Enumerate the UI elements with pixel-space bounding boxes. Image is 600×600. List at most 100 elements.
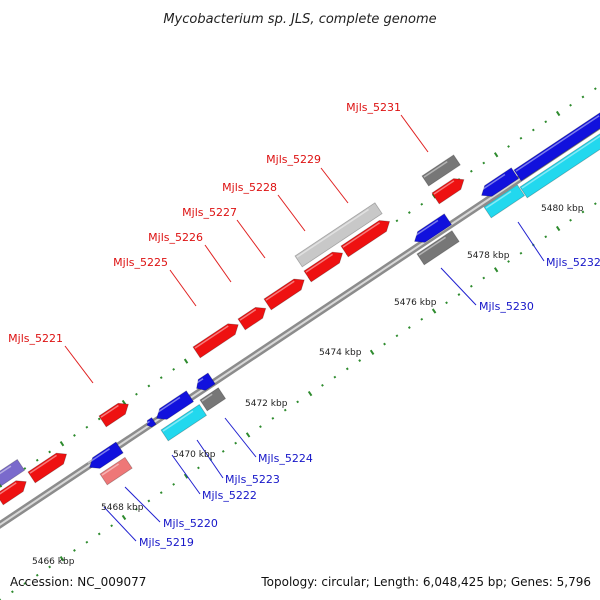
gene-mjls-5222-small[interactable] — [145, 417, 157, 429]
tick-mark — [407, 326, 411, 329]
leader-mjls-5222 — [171, 454, 201, 495]
tick-mark — [197, 466, 200, 470]
gene-mjls-5229-gray-shape[interactable] — [294, 202, 383, 268]
gene-red-left-2-highlight — [29, 454, 57, 474]
gene-label-mjls-5221: Mjls_5221 — [8, 332, 63, 345]
gene-mjls-5220[interactable] — [86, 441, 124, 473]
gene-mjls-5229-gray[interactable] — [294, 202, 383, 268]
gene-mjls-5231-shape[interactable] — [431, 174, 468, 205]
gene-label-mjls-5229: Mjls_5229 — [266, 153, 321, 166]
gene-mjls-5221-shape[interactable] — [98, 399, 132, 428]
tick-mark — [23, 467, 27, 470]
gene-mjls-5224[interactable] — [199, 387, 227, 412]
gene-mjls-5222-highlight — [154, 396, 181, 415]
gene-mjls-5232-blue-2-highlight — [515, 115, 600, 172]
tick-mark — [48, 565, 52, 569]
accession-text: Accession: NC_009077 — [10, 575, 146, 589]
forward-gene-labels: Mjls_5231 Mjls_5229 Mjls_5228 Mjls_5227 … — [8, 101, 401, 345]
gene-mjls-5219-shape[interactable] — [99, 456, 133, 486]
tick-mark — [519, 136, 523, 140]
gene-mjls-5232-blue-2[interactable] — [513, 108, 600, 182]
gene-label-mjls-5232: Mjls_5232 — [546, 256, 600, 269]
tick-mark — [59, 441, 65, 447]
gene-mjls-5222-shape[interactable] — [153, 390, 195, 424]
gene-mjls-5229-shape[interactable] — [340, 216, 393, 258]
gene-mjls-5228[interactable] — [303, 248, 346, 283]
gene-mjls-5232-cyan-highlight — [485, 190, 512, 209]
gene-label-mjls-5220: Mjls_5220 — [163, 517, 218, 530]
tick-mark — [544, 120, 548, 124]
gene-mjls-5221[interactable] — [98, 399, 132, 428]
gene-mjls-5227-shape[interactable] — [263, 275, 308, 311]
tick-mark — [431, 308, 437, 314]
gene-mjls-5219[interactable] — [99, 456, 133, 486]
gene-mjls-5232-cyan[interactable] — [483, 184, 526, 219]
tick-mark — [172, 368, 176, 371]
gene-mjls-5231[interactable] — [431, 174, 468, 205]
tick-mark — [569, 218, 572, 222]
gene-mjls-5232-blue-2-shape[interactable] — [513, 108, 600, 182]
gene-features — [0, 108, 600, 506]
tick-mark — [245, 432, 251, 438]
tick-mark — [135, 507, 138, 511]
gene-mjls-5222-cyan-shape[interactable] — [160, 403, 208, 442]
gene-mjls-5227[interactable] — [263, 275, 308, 311]
gene-partial-left-purple[interactable] — [0, 458, 26, 487]
tick-mark — [445, 301, 448, 305]
gene-mjls-5230-highlight — [418, 236, 446, 256]
gene-red-left-1-shape[interactable] — [0, 476, 30, 506]
tick-mark — [333, 375, 337, 379]
gene-partial-left-purple-highlight — [0, 465, 12, 477]
gene-mjls-5226[interactable] — [237, 303, 269, 331]
gene-red-left-2-shape[interactable] — [27, 449, 70, 484]
tick-mark — [555, 110, 561, 117]
position-label-5476: 5476 kbp — [394, 298, 437, 308]
gene-mjls-5231-gray[interactable] — [421, 154, 461, 187]
gene-mjls-5231-gray-shape[interactable] — [421, 154, 461, 187]
tick-mark — [507, 260, 510, 263]
gene-mjls-5229[interactable] — [340, 216, 393, 258]
gene-mjls-5222-cyan[interactable] — [160, 403, 208, 442]
gene-mjls-5232-blue[interactable] — [478, 167, 520, 201]
tick-mark — [593, 202, 597, 206]
gene-mjls-5227-highlight — [265, 280, 295, 301]
tick-mark — [420, 202, 424, 206]
gene-mjls-5230[interactable] — [416, 230, 460, 266]
gene-mjls-5226-highlight — [239, 308, 257, 321]
gene-label-mjls-5222: Mjls_5222 — [202, 489, 257, 502]
tick-mark — [85, 425, 89, 429]
gene-mjls-5230-shape[interactable] — [416, 230, 460, 266]
tick-mark — [369, 349, 375, 355]
gene-red-left-1[interactable] — [0, 476, 30, 506]
gene-mjls-5222-small-shape[interactable] — [145, 417, 157, 429]
gene-mjls-5232-cyan-2[interactable] — [519, 125, 600, 199]
gene-red-left-2[interactable] — [27, 449, 70, 484]
gene-mjls-5229-gray-highlight — [296, 208, 369, 258]
leader-mjls-5223 — [196, 439, 224, 479]
gene-mjls-5230-blue[interactable] — [411, 213, 453, 247]
gene-mjls-5231-highlight — [433, 180, 455, 195]
gene-mjls-5230-blue-shape[interactable] — [411, 213, 453, 247]
gene-partial-left-purple-shape[interactable] — [0, 458, 26, 487]
gene-mjls-5224-shape[interactable] — [199, 387, 227, 412]
gene-mjls-5230-blue-highlight — [412, 219, 439, 238]
gene-mjls-5232-cyan-shape[interactable] — [483, 184, 526, 219]
tick-mark — [10, 590, 14, 594]
position-labels: 5466 kbp 5468 kbp 5470 kbp 5472 kbp 5474… — [32, 204, 584, 567]
gene-mjls-5225-shape[interactable] — [192, 319, 242, 359]
gene-mjls-5225[interactable] — [192, 319, 242, 359]
gene-mjls-5232-cyan-2-shape[interactable] — [519, 125, 600, 199]
gene-mjls-5220-shape[interactable] — [86, 441, 124, 473]
gene-mjls-5223[interactable] — [193, 372, 216, 394]
gene-mjls-5226-shape[interactable] — [237, 303, 269, 331]
gene-label-mjls-5227: Mjls_5227 — [182, 206, 237, 219]
gene-mjls-5228-shape[interactable] — [303, 248, 346, 283]
tick-mark — [482, 276, 486, 280]
gene-mjls-5232-blue-shape[interactable] — [478, 167, 520, 201]
backbone-highlight — [0, 124, 600, 526]
tick-mark — [569, 103, 572, 107]
gene-mjls-5222[interactable] — [153, 390, 195, 424]
gene-mjls-5223-shape[interactable] — [193, 372, 216, 394]
tick-mark — [482, 161, 486, 165]
